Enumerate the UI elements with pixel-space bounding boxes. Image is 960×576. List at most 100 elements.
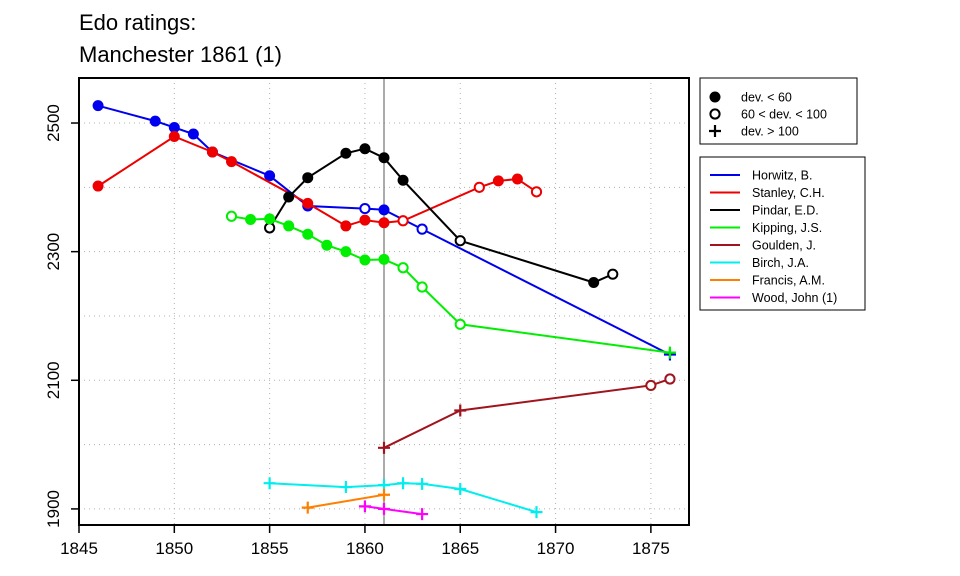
series-4 <box>378 373 676 454</box>
series-line-2 <box>268 147 614 284</box>
x-tick-label-1860: 1860 <box>346 539 384 558</box>
series-1 <box>92 131 543 232</box>
marker-legend-symbol-0 <box>709 91 721 103</box>
data-point-3-8 <box>378 253 390 265</box>
series-line-7 <box>364 505 423 516</box>
data-point-2-5 <box>378 152 390 164</box>
data-point-1-8 <box>397 215 409 227</box>
data-point-5-0 <box>263 477 276 490</box>
series-legend-label-4: Goulden, J. <box>752 239 816 253</box>
data-point-3-2 <box>264 213 276 225</box>
data-point-2-4 <box>359 143 371 155</box>
data-point-2-2 <box>302 172 314 184</box>
y-tick-label-1900: 1900 <box>44 490 63 528</box>
marker-legend-symbol-2 <box>709 125 721 137</box>
series-legend-label-5: Birch, J.A. <box>752 256 809 270</box>
x-tick-label-1865: 1865 <box>441 539 479 558</box>
data-point-1-3 <box>226 156 237 168</box>
marker-legend-box <box>699 77 858 145</box>
x-tick-label-1850: 1850 <box>155 539 193 558</box>
data-point-2-9 <box>607 268 619 280</box>
data-point-4-1 <box>454 404 467 417</box>
chart-title-line-2: Manchester 1861 (1) <box>79 42 282 67</box>
marker-legend-label-1: 60 < dev. < 100 <box>741 108 827 122</box>
series-legend-label-0: Horwitz, B. <box>752 169 812 183</box>
data-point-6-0 <box>301 501 314 514</box>
series-2 <box>264 143 619 289</box>
data-point-0-7 <box>359 202 371 215</box>
data-point-7-0 <box>358 500 371 513</box>
data-point-1-7 <box>378 217 390 229</box>
series-line-4 <box>383 378 671 449</box>
x-tick-label-1875: 1875 <box>632 539 670 558</box>
data-point-1-2 <box>206 146 218 158</box>
data-point-3-11 <box>454 318 466 330</box>
series-legend-label-1: Stanley, C.H. <box>752 186 825 200</box>
y-tick-label-2100: 2100 <box>44 361 63 399</box>
data-point-7-2 <box>416 508 429 521</box>
y-tick-label-2300: 2300 <box>44 233 63 271</box>
x-tick-label-1870: 1870 <box>537 539 575 558</box>
data-point-3-9 <box>397 262 409 274</box>
series-legend-box <box>699 156 866 311</box>
data-point-5-4 <box>416 477 429 490</box>
data-point-2-8 <box>588 277 600 289</box>
data-point-1-1 <box>168 131 180 143</box>
data-point-6-1 <box>378 488 390 501</box>
data-point-0-2 <box>168 122 180 134</box>
data-point-5-5 <box>454 482 467 495</box>
data-point-0-1 <box>149 115 161 127</box>
series-layer <box>92 100 676 521</box>
data-point-3-7 <box>359 254 371 266</box>
series-line-1 <box>97 135 538 227</box>
data-point-3-1 <box>245 213 257 225</box>
y-tick-label-2500: 2500 <box>44 104 63 142</box>
data-point-0-5 <box>264 170 276 182</box>
data-point-1-6 <box>359 214 371 226</box>
data-point-4-2 <box>645 379 657 392</box>
data-point-5-6 <box>530 506 543 519</box>
data-point-1-12 <box>530 186 543 198</box>
data-point-0-0 <box>92 100 104 112</box>
data-point-1-9 <box>473 181 485 193</box>
series-7 <box>358 500 429 521</box>
data-point-3-10 <box>416 281 428 293</box>
data-point-2-6 <box>397 174 409 186</box>
data-point-2-0 <box>264 222 276 234</box>
data-point-7-1 <box>378 502 390 515</box>
x-tick-label-1855: 1855 <box>251 539 289 558</box>
plot-area-frame <box>78 77 690 526</box>
data-point-2-7 <box>454 235 466 247</box>
data-point-3-12 <box>663 346 676 359</box>
data-point-3-5 <box>321 239 333 251</box>
series-line-6 <box>307 493 385 509</box>
series-legend-label-2: Pindar, E.D. <box>752 204 819 218</box>
data-point-1-5 <box>340 220 352 232</box>
data-point-4-0 <box>378 441 390 454</box>
series-5 <box>263 477 543 519</box>
data-point-5-3 <box>397 477 410 490</box>
marker-legend: dev. < 60 60 < dev. < 100 dev. > 100 <box>699 77 858 145</box>
data-point-5-1 <box>339 481 352 494</box>
series-legend-label-3: Kipping, J.S. <box>752 221 822 235</box>
data-point-0-8 <box>378 204 390 216</box>
series-6 <box>301 488 390 514</box>
marker-legend-symbol-1 <box>709 108 721 120</box>
data-point-1-0 <box>92 180 104 192</box>
data-point-4-3 <box>664 373 676 385</box>
series-3 <box>225 210 676 359</box>
series-legend: Horwitz, B. Stanley, C.H. Pindar, E.D. Kipp… <box>699 156 866 311</box>
marker-legend-label-2: dev. > 100 <box>741 125 799 139</box>
series-line-3 <box>231 215 671 354</box>
data-point-2-1 <box>283 191 295 203</box>
data-point-3-3 <box>283 220 295 232</box>
data-point-3-0 <box>225 210 238 222</box>
data-point-1-10 <box>492 175 504 187</box>
chart-title-line-1: Edo ratings: <box>79 10 196 35</box>
series-legend-label-6: Francis, A.M. <box>752 274 825 288</box>
series-legend-label-7: Wood, John (1) <box>752 291 837 305</box>
data-point-1-4 <box>302 197 314 209</box>
data-point-1-11 <box>511 173 523 185</box>
x-tick-label-1845: 1845 <box>60 539 98 558</box>
data-point-0-3 <box>187 128 199 140</box>
